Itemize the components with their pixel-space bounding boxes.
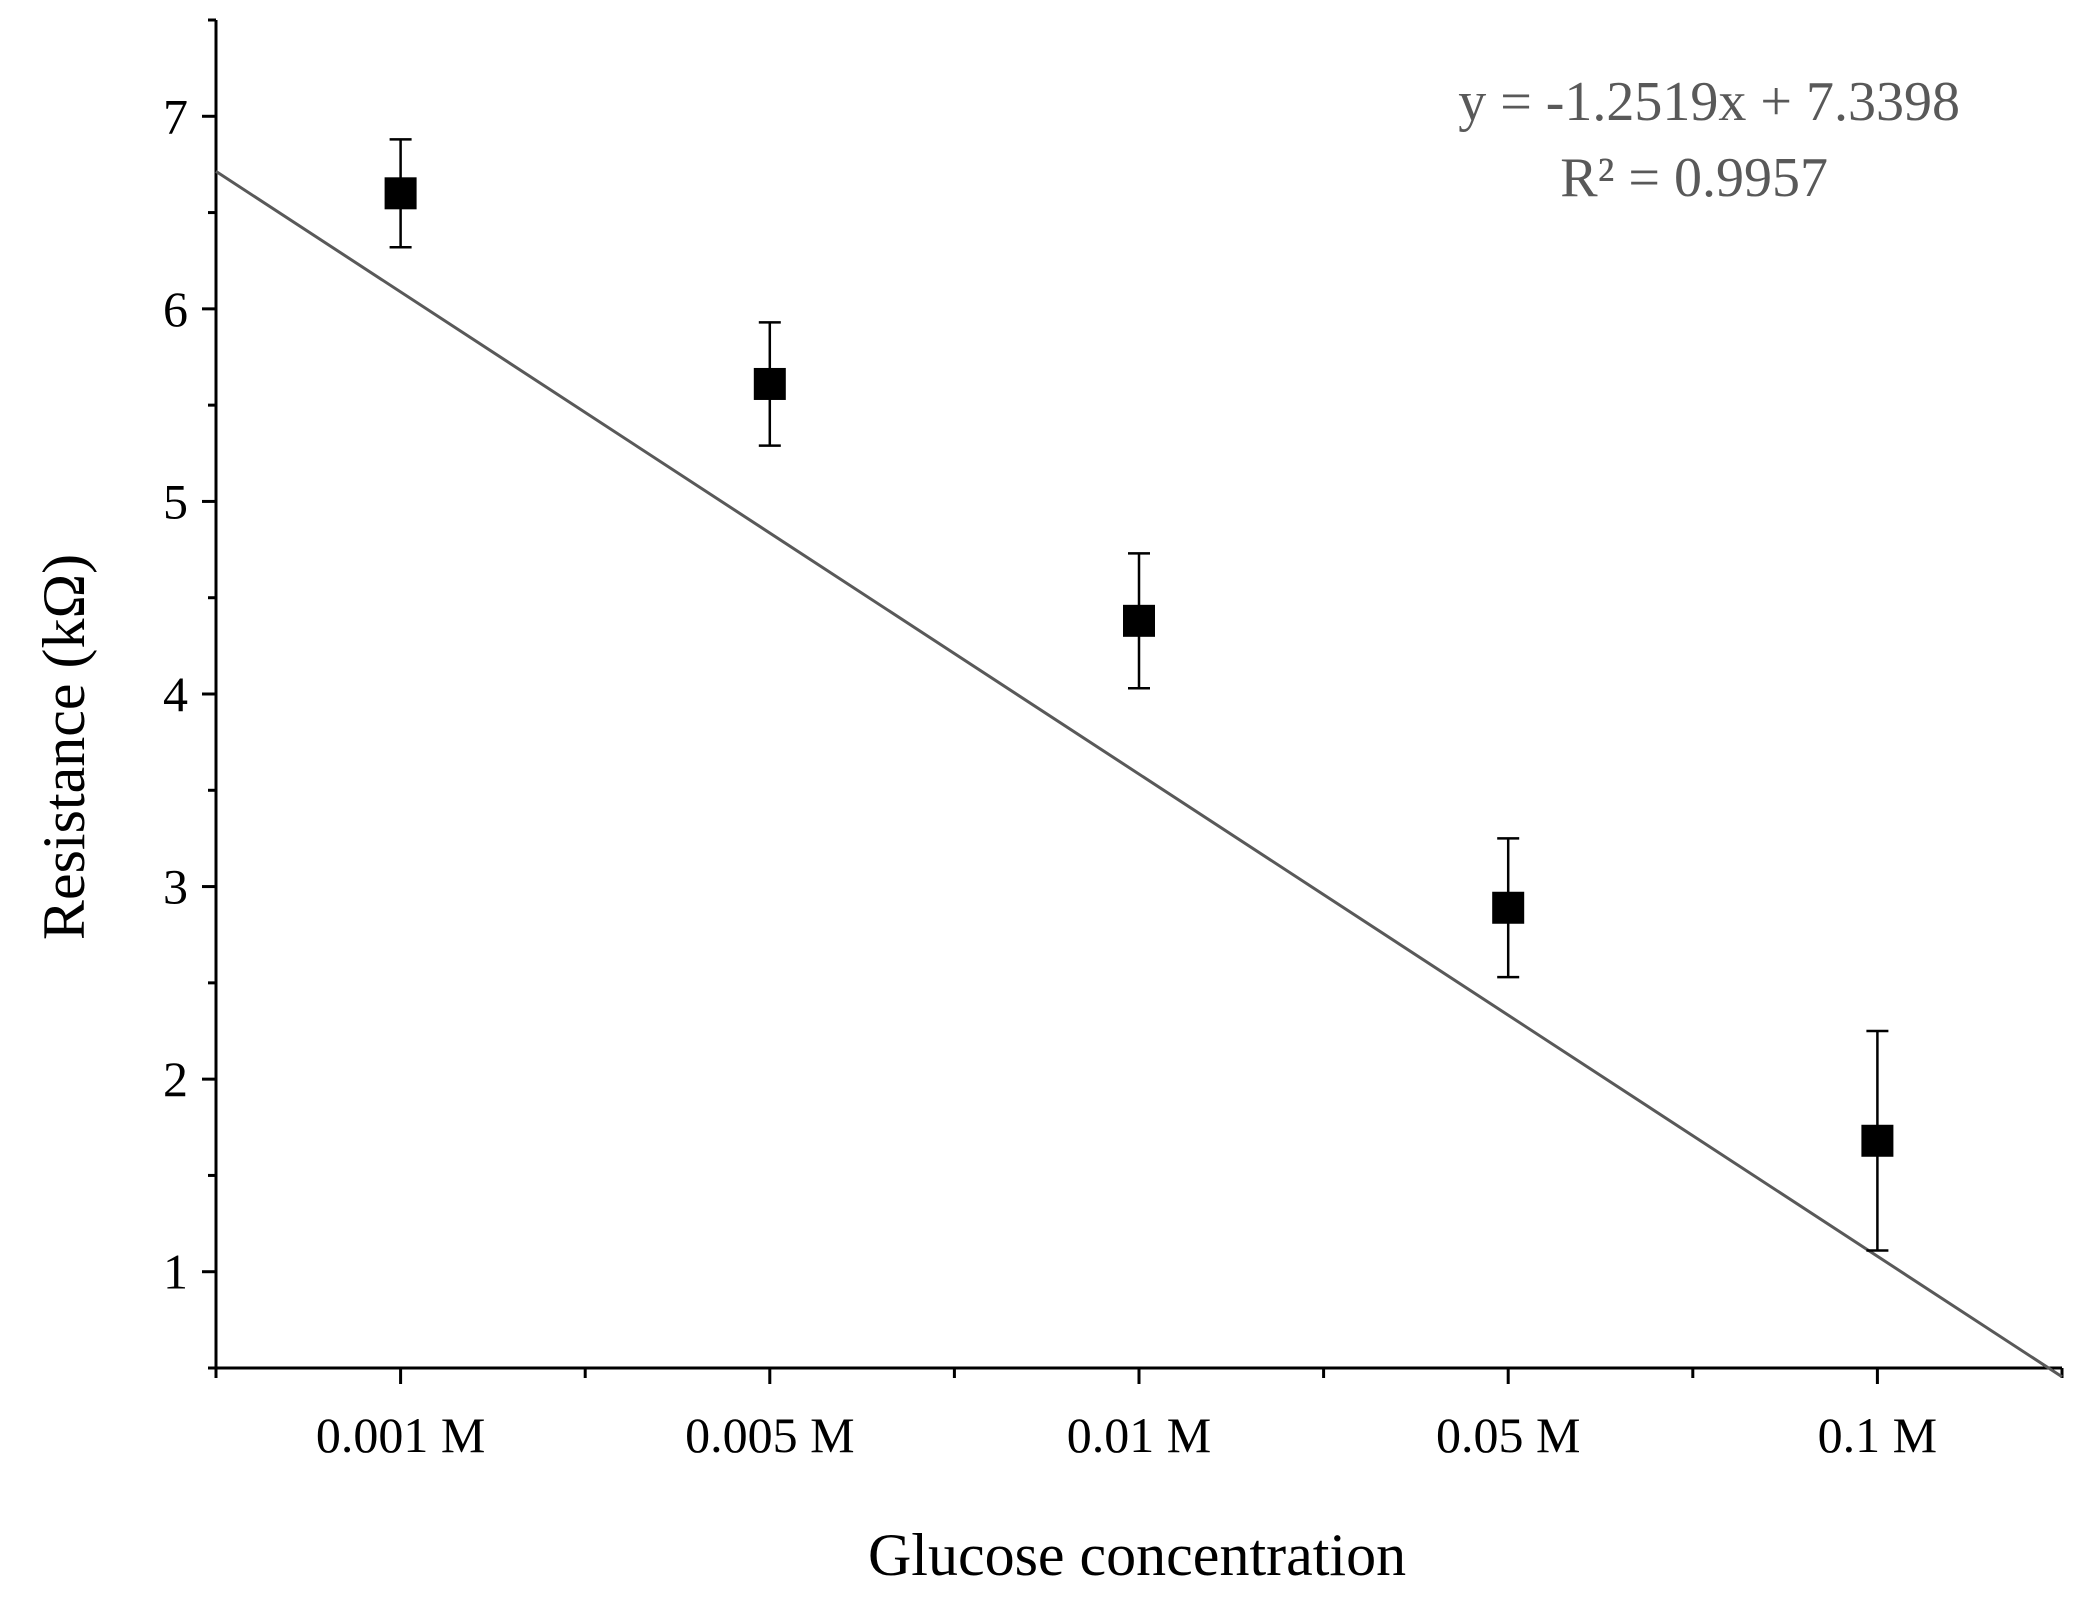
x-axis-title: Glucose concentration xyxy=(868,1522,1406,1588)
fit-r-squared: R² = 0.9957 xyxy=(1560,147,1828,209)
y-tick-label: 2 xyxy=(163,1051,188,1107)
fit-equation: y = -1.2519x + 7.3398 xyxy=(1458,71,1960,133)
y-tick-label: 4 xyxy=(163,666,188,722)
fit-line xyxy=(215,170,2063,1379)
x-tick-label: 0.005 M xyxy=(685,1407,854,1463)
data-points xyxy=(384,138,1894,1252)
data-point xyxy=(753,367,786,400)
data-point xyxy=(384,177,417,210)
y-tick-label: 6 xyxy=(163,281,188,337)
y-tick-label: 5 xyxy=(163,473,188,529)
y-tick-label: 1 xyxy=(163,1244,188,1300)
data-point xyxy=(1492,891,1525,924)
x-tick-label: 0.001 M xyxy=(316,1407,485,1463)
y-tick-label: 3 xyxy=(163,859,188,915)
data-point xyxy=(1861,1124,1894,1157)
x-tick-label: 0.05 M xyxy=(1436,1407,1580,1463)
fit-line-group xyxy=(215,170,2063,1379)
y-tick-label: 7 xyxy=(163,88,188,144)
annotation-group: y = -1.2519x + 7.3398 R² = 0.9957 xyxy=(1458,71,1960,209)
x-tick-label: 0.1 M xyxy=(1818,1407,1937,1463)
x-tick-label: 0.01 M xyxy=(1067,1407,1211,1463)
y-axis-title: Resistance (kΩ) xyxy=(31,554,97,940)
axes: 1 2 3 4 5 6 7 0.001 M 0.005 M 0.01 M 0.05 M 0.1 M xyxy=(163,18,2064,1463)
data-point xyxy=(1123,604,1155,637)
